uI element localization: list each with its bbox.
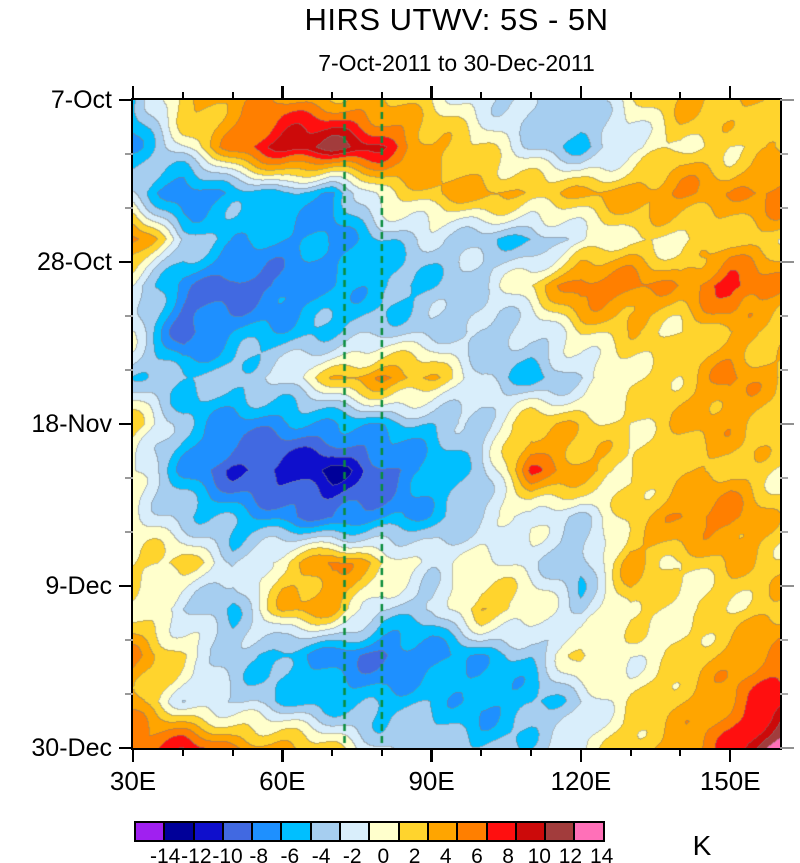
colorbar-tick-label: -2 [342, 845, 362, 863]
x-axis-minor-tick-top [530, 92, 533, 100]
colorbar-swatch [514, 821, 547, 842]
x-axis-minor-tick [380, 748, 383, 756]
x-axis-major-tick [430, 748, 433, 762]
x-axis-minor-tick [181, 748, 184, 756]
chart-title: HIRS UTWV: 5S - 5N [304, 2, 609, 37]
colorbar-tick-label: 10 [527, 845, 551, 863]
colorbar-swatch [485, 821, 517, 842]
y-axis-major-tick [119, 260, 133, 264]
y-axis-major-tick-right [780, 260, 794, 264]
hovmoller-heatmap-canvas [133, 100, 780, 748]
x-axis-major-tick-top [131, 86, 135, 100]
y-axis-major-tick-right [780, 98, 794, 102]
colorbar-swatch [397, 821, 429, 842]
colorbar-swatch [309, 821, 342, 842]
x-axis-major-tick [579, 748, 583, 762]
colorbar-tick-label: 8 [502, 845, 514, 863]
x-axis-minor-tick [331, 748, 334, 756]
x-axis-minor-tick [231, 748, 234, 756]
y-axis-major-tick-right [780, 422, 794, 426]
y-axis-major-tick [119, 584, 133, 588]
y-axis-major-tick [119, 746, 133, 750]
x-axis-major-tick-top [728, 86, 732, 100]
colorbar-swatch [368, 821, 400, 842]
x-axis-minor-tick-top [629, 92, 632, 100]
colorbar-tick-label: 4 [439, 845, 452, 863]
y-axis-label: 28-Oct [36, 248, 112, 276]
x-axis-minor-tick [629, 748, 632, 756]
x-axis-minor-tick-top [480, 92, 483, 100]
y-axis-label: 30-Dec [31, 734, 112, 762]
colorbar-swatch [573, 821, 605, 842]
y-axis-minor-tick-right [780, 477, 788, 479]
y-axis-minor-tick [125, 477, 133, 479]
x-axis-minor-tick [530, 748, 533, 756]
colorbar-tick-label: -14 [149, 845, 181, 863]
colorbar-tick-label: -6 [280, 845, 300, 863]
colorbar-swatch [163, 821, 195, 842]
x-axis-label: 60E [259, 766, 306, 796]
y-axis-major-tick-right [780, 746, 794, 750]
y-axis-minor-tick-right [780, 315, 788, 317]
y-axis-minor-tick [125, 693, 133, 695]
colorbar-tick-label: -4 [311, 845, 331, 863]
colorbar-tick-label: 6 [471, 845, 483, 863]
y-axis-major-tick-right [780, 584, 794, 588]
y-axis-label: 18-Nov [31, 410, 112, 438]
x-axis-minor-tick-top [679, 92, 682, 100]
x-axis-label: 30E [109, 766, 157, 796]
y-axis-minor-tick [125, 369, 133, 371]
colorbar-swatch [134, 821, 166, 842]
x-axis-major-tick [131, 748, 135, 762]
y-axis-minor-tick [125, 639, 133, 641]
x-axis-label: 150E [699, 766, 761, 796]
x-axis-label: 120E [550, 766, 612, 796]
colorbar-tick-label: -12 [181, 845, 212, 863]
y-axis-minor-tick-right [780, 531, 788, 533]
colorbar-swatch [221, 821, 254, 842]
colorbar-tick-label: 14 [589, 845, 614, 863]
y-axis-minor-tick-right [780, 153, 788, 155]
x-axis-label: 90E [408, 766, 455, 796]
y-axis-minor-tick-right [780, 693, 788, 695]
y-axis-minor-tick [125, 315, 133, 317]
colorbar-swatch [192, 821, 224, 842]
x-axis-major-tick [728, 748, 732, 762]
colorbar-tick-label: -8 [249, 845, 269, 863]
colorbar-swatch [456, 821, 488, 842]
y-axis-minor-tick-right [780, 639, 788, 641]
y-axis-minor-tick [125, 207, 133, 209]
y-axis-major-tick [119, 98, 133, 102]
x-axis-minor-tick [480, 748, 483, 756]
y-axis-major-tick [119, 422, 133, 426]
x-axis-major-tick-top [281, 86, 284, 100]
colorbar-unit-label: K [692, 830, 712, 861]
y-axis-label: 9-Dec [45, 572, 112, 600]
colorbar-swatch [280, 821, 312, 842]
colorbar-tick-label: 12 [558, 845, 583, 863]
colorbar-swatch [339, 821, 371, 842]
colorbar-swatch [544, 821, 576, 842]
colorbar-swatch [251, 821, 283, 842]
x-axis-minor-tick [679, 748, 682, 756]
colorbar-tick-label: -10 [212, 845, 243, 863]
colorbar-tick-label: 0 [377, 845, 390, 863]
y-axis-minor-tick-right [780, 207, 788, 209]
colorbar-swatch [426, 821, 459, 842]
x-axis-minor-tick-top [181, 92, 184, 100]
colorbar [134, 821, 605, 842]
y-axis-minor-tick [125, 153, 133, 155]
x-axis-major-tick-top [430, 86, 433, 100]
x-axis-major-tick [281, 748, 284, 762]
y-axis-minor-tick-right [780, 369, 788, 371]
y-axis-label: 7-Oct [50, 86, 112, 114]
x-axis-minor-tick-top [331, 92, 334, 100]
y-axis-minor-tick [125, 531, 133, 533]
colorbar-tick-label: 2 [408, 845, 421, 863]
x-axis-major-tick-top [579, 86, 583, 100]
x-axis-minor-tick-top [231, 92, 234, 100]
chart-subtitle: 7-Oct-2011 to 30-Dec-2011 [318, 50, 595, 76]
x-axis-minor-tick-top [380, 92, 383, 100]
